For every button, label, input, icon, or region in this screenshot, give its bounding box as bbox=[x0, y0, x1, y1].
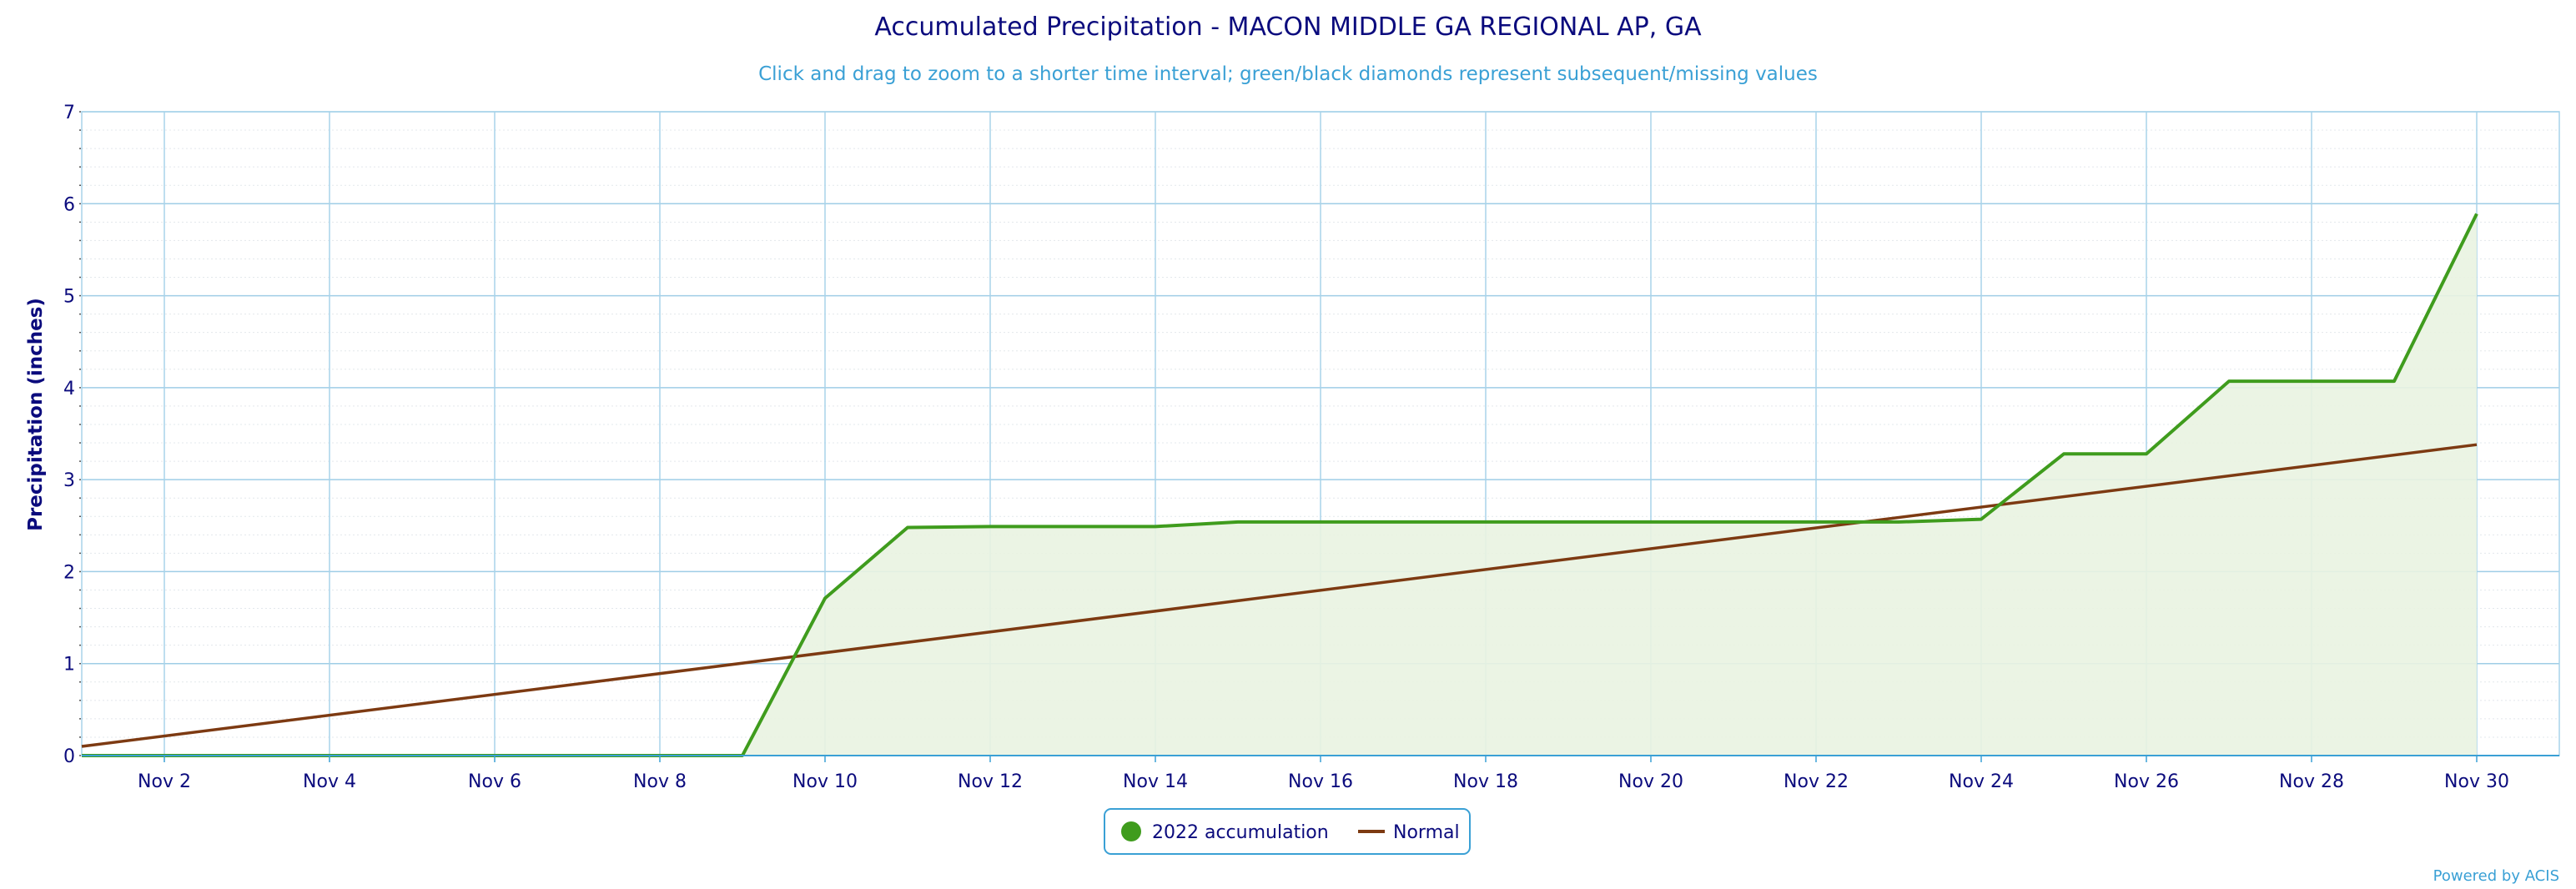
y-tick-label: 1 bbox=[63, 655, 75, 676]
legend: 2022 accumulation Normal bbox=[1104, 808, 1471, 855]
y-tick-label: 4 bbox=[63, 379, 75, 399]
x-tick-label: Nov 30 bbox=[2444, 771, 2509, 792]
series-normal-line bbox=[81, 443, 2478, 748]
x-tick-label: Nov 28 bbox=[2279, 771, 2344, 792]
x-tick-label: Nov 6 bbox=[468, 771, 521, 792]
chart-subtitle: Click and drag to zoom to a shorter time… bbox=[758, 63, 1818, 85]
legend-marker-2022 bbox=[1121, 821, 1141, 841]
y-tick-label: 6 bbox=[63, 194, 75, 215]
x-tick-label: Nov 24 bbox=[1949, 771, 2014, 792]
x-tick-label: Nov 2 bbox=[138, 771, 191, 792]
legend-label-normal: Normal bbox=[1393, 822, 1460, 843]
legend-box bbox=[1104, 808, 1471, 855]
x-tick-label: Nov 18 bbox=[1453, 771, 1518, 792]
x-tick-label: Nov 20 bbox=[1618, 771, 1683, 792]
x-tick-label: Nov 26 bbox=[2114, 771, 2179, 792]
y-axis-label: Precipitation (inches) bbox=[25, 298, 47, 531]
y-tick-label: 7 bbox=[63, 103, 75, 123]
y-tick-label: 5 bbox=[63, 287, 75, 308]
legend-item-2022-accumulation[interactable]: 2022 accumulation bbox=[1121, 821, 1329, 843]
x-tick-label: Nov 4 bbox=[303, 771, 356, 792]
x-tick-label: Nov 12 bbox=[958, 771, 1023, 792]
x-tick-label: Nov 14 bbox=[1123, 771, 1188, 792]
y-tick-label: 2 bbox=[63, 562, 75, 583]
series-2022-area bbox=[82, 213, 2477, 756]
legend-item-normal[interactable]: Normal bbox=[1358, 822, 1460, 843]
x-tick-label: Nov 10 bbox=[792, 771, 858, 792]
legend-label-2022: 2022 accumulation bbox=[1152, 822, 1329, 843]
y-tick-label: 0 bbox=[63, 746, 75, 767]
powered-by-credit[interactable]: Powered by ACIS bbox=[2433, 867, 2559, 885]
y-tick-label: 3 bbox=[63, 470, 75, 491]
chart-title: Accumulated Precipitation - MACON MIDDLE… bbox=[874, 13, 1702, 42]
x-tick-label: Nov 22 bbox=[1784, 771, 1849, 792]
x-tick-label: Nov 16 bbox=[1288, 771, 1353, 792]
axis-layer: 0 1 2 3 4 5 6 7 Nov 2 Nov 4 Nov 6 Nov 8 Nov 10 Nov 12… bbox=[63, 103, 2559, 792]
x-tick-label: Nov 8 bbox=[633, 771, 687, 792]
